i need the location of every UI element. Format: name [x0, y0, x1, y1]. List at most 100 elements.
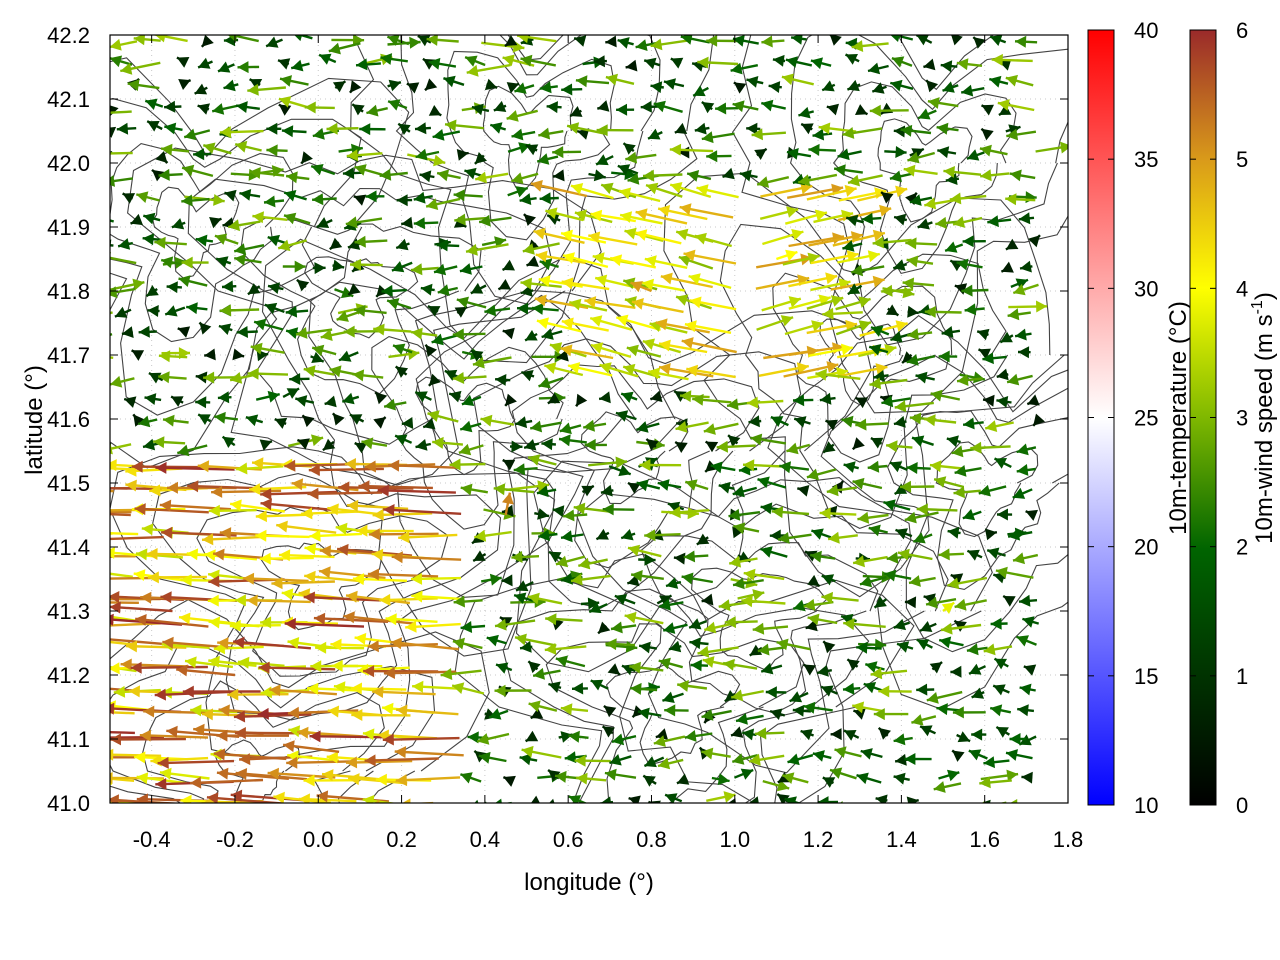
wind-vector	[833, 164, 863, 177]
wind-vector	[880, 191, 894, 204]
wind-vector	[716, 440, 756, 453]
wind-vector	[761, 296, 802, 312]
wind-vector	[110, 151, 133, 155]
wind-vector	[706, 150, 732, 163]
y-tick-label: 41.0	[47, 791, 90, 816]
wind-vector	[413, 217, 439, 230]
wind-vector	[95, 168, 107, 180]
wind-vector	[122, 192, 136, 204]
colorbar-tick-label: 4	[1236, 276, 1248, 301]
wind-vector	[991, 53, 1033, 66]
wind-vector	[835, 296, 871, 311]
wind-vector	[722, 658, 758, 671]
wind-vector	[1006, 128, 1037, 141]
wind-vector	[471, 103, 490, 116]
wind-vector	[110, 38, 138, 51]
wind-vector	[822, 307, 863, 320]
wind-vector	[495, 374, 511, 386]
wind-vector	[183, 128, 211, 141]
wind-vector	[940, 60, 958, 73]
wind-vector	[379, 593, 438, 606]
wind-vector	[304, 570, 365, 583]
wind-vector	[673, 552, 686, 565]
wind-vector	[209, 217, 222, 229]
wind-speed-colorbar-ticks: 0 1 2 3 4 5 6	[1190, 18, 1248, 818]
wind-vector	[730, 726, 744, 738]
wind-vector	[885, 440, 913, 453]
wind-vector	[993, 657, 1009, 670]
wind-vector	[263, 195, 285, 208]
wind-vector	[131, 349, 145, 361]
wind-vector	[733, 81, 747, 94]
wind-vector	[850, 264, 885, 277]
wind-vector	[683, 249, 737, 265]
wind-vector	[331, 412, 345, 426]
wind-vector	[885, 304, 900, 317]
wind-vector	[575, 393, 588, 407]
wind-vector	[990, 617, 1008, 630]
wind-vector	[785, 56, 813, 68]
wind-vector	[701, 593, 714, 606]
contour-line	[482, 85, 574, 189]
wind-vector	[117, 238, 134, 250]
wind-vector	[216, 729, 290, 742]
wind-vector	[748, 753, 785, 766]
wind-vector	[520, 277, 562, 290]
wind-vector	[803, 701, 833, 714]
wind-vector	[147, 305, 160, 317]
wind-vector	[234, 253, 262, 266]
wind-vector	[428, 373, 441, 387]
wind-vector	[265, 36, 283, 48]
wind-vector	[560, 703, 589, 716]
wind-vector	[856, 772, 882, 785]
wind-vector	[680, 35, 710, 45]
wind-vector	[772, 54, 786, 67]
wind-vector	[980, 127, 994, 141]
x-axis-title: longitude (°)	[524, 869, 654, 896]
wind-vector	[382, 733, 460, 746]
wind-vector	[893, 213, 908, 226]
wind-vector	[568, 795, 588, 803]
wind-vector	[826, 484, 857, 497]
wind-vector	[383, 398, 407, 411]
wind-vector	[1009, 169, 1036, 182]
wind-vector	[952, 706, 986, 719]
wind-vector	[951, 749, 965, 762]
wind-vector	[936, 122, 959, 135]
wind-vector	[938, 769, 960, 782]
wind-vector	[499, 616, 513, 628]
wind-vector	[912, 532, 933, 544]
wind-vector	[627, 544, 662, 558]
wind-vector	[419, 170, 435, 183]
wind-vector	[662, 691, 684, 703]
wind-vector	[810, 550, 836, 563]
wind-vector	[392, 343, 413, 355]
wind-vector	[952, 216, 983, 228]
wind-vector	[456, 296, 487, 309]
wind-vector	[182, 685, 261, 698]
contour-line	[110, 446, 556, 759]
wind-vector	[142, 233, 163, 246]
wind-vector	[706, 35, 737, 47]
wind-vector	[851, 437, 865, 451]
wind-vector	[669, 506, 710, 519]
wind-vector	[110, 532, 139, 536]
wind-vector	[663, 78, 685, 90]
wind-vector	[237, 656, 285, 669]
contour-line	[454, 553, 915, 803]
wind-vector	[513, 592, 534, 604]
wind-vector	[644, 255, 688, 269]
wind-vector	[379, 168, 408, 181]
wind-vector	[761, 99, 786, 112]
wind-vector	[852, 477, 883, 490]
wind-vector	[889, 79, 914, 92]
wind-vector	[748, 415, 762, 428]
wind-vector	[563, 509, 588, 522]
wind-vector	[668, 640, 682, 653]
wind-vector	[519, 753, 538, 766]
wind-vector	[359, 123, 386, 136]
wind-vector	[552, 169, 565, 182]
wind-vector	[996, 508, 1013, 521]
y-tick-label: 41.1	[47, 727, 90, 752]
wind-vector	[966, 549, 983, 561]
